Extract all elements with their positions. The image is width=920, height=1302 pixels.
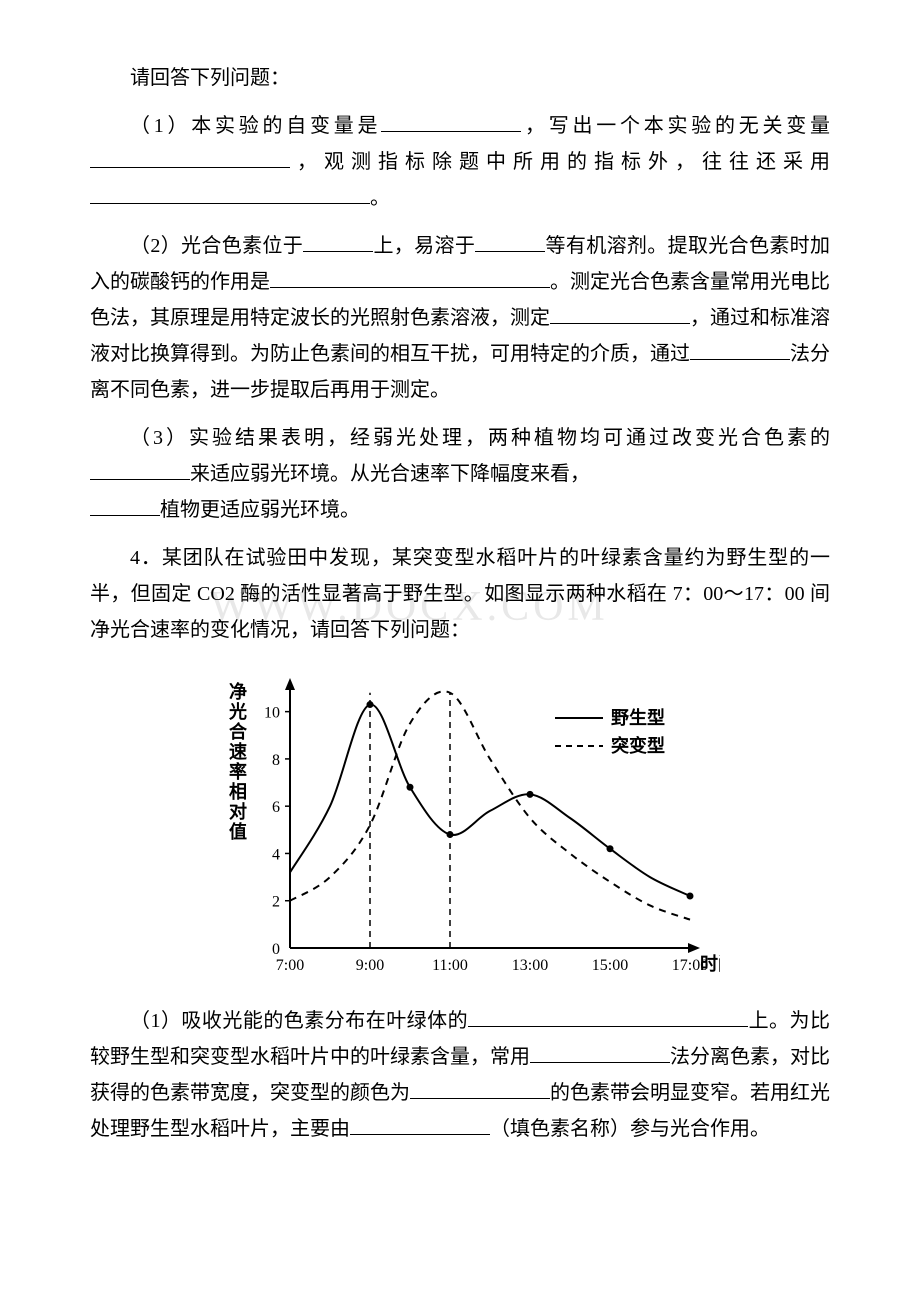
chart-container: 02468107:009:0011:0013:0015:0017:00净光合速率…	[90, 668, 830, 988]
line-chart: 02468107:009:0011:0013:0015:0017:00净光合速率…	[200, 668, 720, 988]
svg-text:对: 对	[229, 801, 247, 822]
svg-text:9:00: 9:00	[356, 957, 384, 974]
blank	[90, 180, 370, 204]
blank	[690, 336, 790, 360]
svg-text:8: 8	[272, 752, 280, 769]
svg-text:净: 净	[229, 681, 247, 702]
q41-t4: （填色素名称）参与光合作用。	[490, 1118, 770, 1140]
q1-mid2: ，观测指标除题中所用的指标外，往往还采用	[290, 151, 830, 173]
svg-text:2: 2	[272, 894, 280, 911]
q41-prefix: （1）吸收光能的色素分布在叶绿体的	[130, 1010, 468, 1032]
blank	[410, 1075, 550, 1099]
svg-text:6: 6	[272, 799, 280, 816]
svg-text:0: 0	[272, 941, 280, 958]
q1-mid1: ，写出一个本实验的无关变量	[521, 115, 830, 137]
svg-text:率: 率	[229, 761, 247, 782]
q3-prefix: （3）实验结果表明，经弱光处理，两种植物均可通过改变光合色素的	[130, 427, 830, 449]
q1-end: 。	[370, 187, 390, 209]
blank	[90, 456, 190, 480]
svg-text:4: 4	[272, 846, 280, 863]
page: 请回答下列问题： （1）本实验的自变量是 ，写出一个本实验的无关变量 ，观测指标除题…	[90, 60, 830, 1147]
q3-t1: 来适应弱光环境。从光合速率下降幅度来看，	[190, 463, 590, 485]
question-2: （2）光合色素位于上，易溶于等有机溶剂。提取光合色素时加入的碳酸钙的作用是。测定…	[90, 228, 830, 408]
blank	[550, 300, 690, 324]
q1-prefix: （1）本实验的自变量是	[130, 115, 381, 137]
question-4-intro: 4．某团队在试验田中发现，某突变型水稻叶片的叶绿素含量约为野生型的一半，但固定 …	[90, 540, 830, 648]
svg-text:11:00: 11:00	[432, 957, 468, 974]
svg-text:野生型: 野生型	[611, 707, 665, 728]
svg-text:速: 速	[229, 741, 247, 762]
svg-text:15:00: 15:00	[592, 957, 628, 974]
svg-text:突变型: 突变型	[611, 735, 665, 756]
blank	[270, 264, 550, 288]
svg-text:相: 相	[229, 782, 247, 802]
q3-t2: 植物更适应弱光环境。	[160, 499, 360, 521]
blank	[350, 1111, 490, 1135]
q2-prefix: （2）光合色素位于	[130, 235, 303, 257]
blank	[303, 228, 373, 252]
q2-t1: 上，易溶于	[373, 235, 475, 257]
svg-text:时间/h: 时间/h	[700, 954, 720, 974]
blank	[468, 1003, 748, 1027]
svg-text:值: 值	[229, 821, 247, 842]
svg-text:合: 合	[229, 721, 248, 742]
intro-text: 请回答下列问题：	[90, 60, 830, 96]
svg-text:10: 10	[264, 705, 280, 722]
question-4-1: （1）吸收光能的色素分布在叶绿体的上。为比较野生型和突变型水稻叶片中的叶绿素含量…	[90, 1003, 830, 1147]
blank	[381, 108, 521, 132]
svg-text:13:00: 13:00	[512, 957, 548, 974]
question-3: （3）实验结果表明，经弱光处理，两种植物均可通过改变光合色素的来适应弱光环境。从…	[90, 420, 830, 528]
blank	[475, 228, 545, 252]
blank	[90, 492, 160, 516]
blank	[530, 1039, 670, 1063]
blank	[90, 144, 290, 168]
svg-text:光: 光	[228, 701, 247, 722]
question-1: （1）本实验的自变量是 ，写出一个本实验的无关变量 ，观测指标除题中所用的指标外，往…	[90, 108, 830, 216]
svg-text:7:00: 7:00	[276, 957, 304, 974]
